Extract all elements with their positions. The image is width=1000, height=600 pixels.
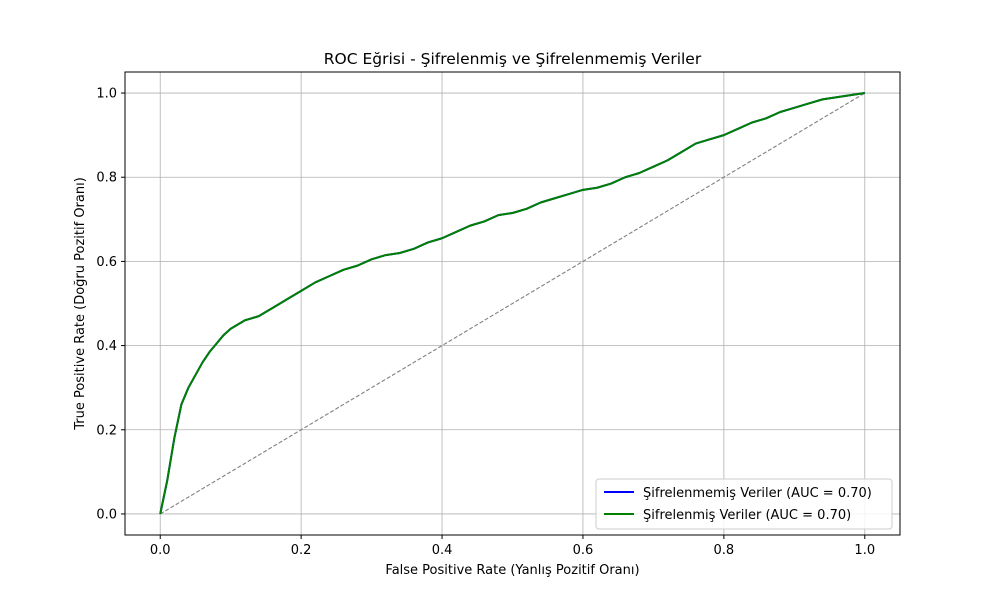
x-tick-label: 0.6 xyxy=(573,543,594,558)
x-tick-label: 0.0 xyxy=(150,543,171,558)
random-guess-diagonal xyxy=(159,92,866,515)
legend-label-sifrelenmemis: Şifrelenmemiş Veriler (AUC = 0.70) xyxy=(643,486,872,501)
roc-curve-sifrelenmis xyxy=(159,92,865,515)
x-tick-label: 1.0 xyxy=(854,543,875,558)
y-tick-label: 0.8 xyxy=(96,171,117,186)
y-tick-label: 0.2 xyxy=(96,423,117,438)
y-tick-label: 0.4 xyxy=(96,339,117,354)
chart-title: ROC Eğrisi - Şifrelenmiş ve Şifrelenmemi… xyxy=(324,50,702,68)
ticks: 0.0 0.2 0.4 0.6 0.8 1.0 0.0 0.2 0.4 0.6 0.8 1.0 xyxy=(96,87,875,558)
legend-label-sifrelenmis: Şifrelenmiş Veriler (AUC = 0.70) xyxy=(643,508,851,523)
legend-box xyxy=(595,478,893,530)
y-tick-label: 1.0 xyxy=(96,87,117,102)
x-tick-label: 0.4 xyxy=(432,543,453,558)
y-tick-label: 0.6 xyxy=(96,255,117,270)
series-layer xyxy=(159,92,866,515)
plot-frame xyxy=(124,71,901,536)
legend: Şifrelenmemiş Veriler (AUC = 0.70) Şifre… xyxy=(595,478,893,530)
y-axis-label: True Positive Rate (Doğru Pozitif Oranı) xyxy=(73,177,88,431)
x-axis-label: False Positive Rate (Yanlış Pozitif Oran… xyxy=(385,563,639,578)
y-tick-label: 0.0 xyxy=(96,507,117,522)
x-tick-label: 0.2 xyxy=(291,543,312,558)
x-tick-label: 0.8 xyxy=(714,543,735,558)
